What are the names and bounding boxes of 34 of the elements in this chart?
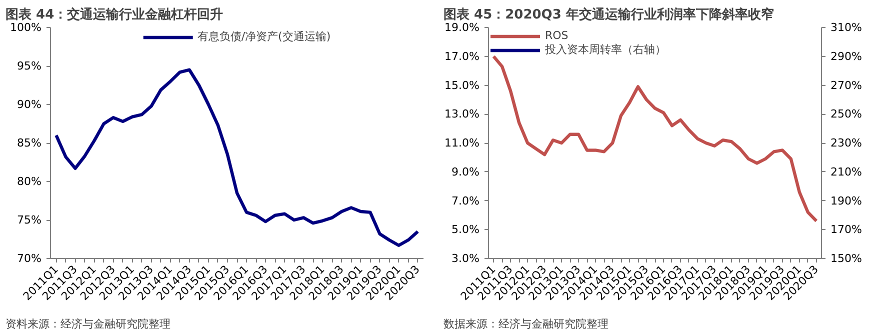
y-tick-label: 70%	[17, 252, 42, 265]
y2-tick-label: 270%	[830, 78, 862, 92]
y-tick-label: 5.0%	[452, 223, 480, 236]
y-tick-label: 11.0%	[444, 136, 480, 150]
y-tick-label: 90%	[17, 98, 42, 111]
y-tick-label: 75%	[17, 214, 42, 226]
line-series	[54, 68, 420, 248]
text: 资料来源：经济与金融研究院整理	[6, 318, 170, 330]
y-tick-label: 100%	[10, 21, 42, 34]
chart-title: 图表 44：交通运输行业金融杠杆回升	[6, 6, 224, 22]
y-tick-label: 80%	[17, 175, 42, 188]
y2-tick-label: 170%	[830, 223, 862, 236]
legend-label: 投入资本周转率（右轴）	[545, 42, 666, 57]
y-tick-label: 7.0%	[452, 194, 480, 208]
y-tick-label: 9.0%	[452, 165, 480, 178]
y-tick-label: 13.0%	[444, 108, 480, 121]
source-note: 数据来源：经济与金融研究院整理	[444, 318, 608, 330]
y2-tick-label: 310%	[830, 21, 862, 34]
legend-label: 有息负债/净资产(交通运输)	[197, 29, 331, 44]
y-tick-label: 17.0%	[444, 50, 480, 63]
y-tick-label: 19.0%	[444, 21, 480, 34]
y-tick-label: 3.0%	[452, 252, 480, 265]
legend-label: ROS	[545, 29, 568, 42]
y2-tick-label: 230%	[830, 136, 862, 150]
y2-tick-label: 210%	[830, 165, 862, 178]
line-series	[492, 54, 818, 223]
y2-tick-label: 150%	[830, 252, 862, 265]
y2-tick-label: 290%	[830, 50, 862, 63]
y-tick-label: 85%	[17, 136, 42, 150]
y-tick-label: 15.0%	[444, 78, 480, 92]
chart-title: 图表 45：2020Q3 年交通运输行业利润率下降斜率收窄	[444, 6, 774, 22]
y2-tick-label: 190%	[830, 194, 862, 208]
y-tick-label: 95%	[17, 60, 42, 72]
y2-tick-label: 250%	[830, 108, 862, 121]
